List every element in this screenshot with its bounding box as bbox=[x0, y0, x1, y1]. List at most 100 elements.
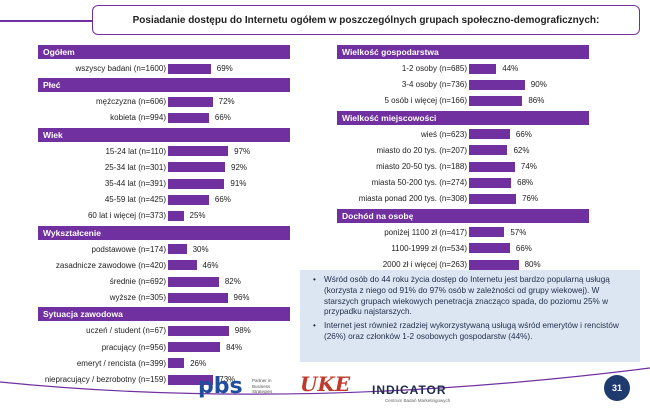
value-label: 73% bbox=[219, 375, 236, 384]
page-number: 31 bbox=[611, 383, 622, 393]
bar bbox=[168, 63, 211, 74]
category-label: miasta 50-200 tys. (n=274) bbox=[371, 178, 467, 188]
category-label: 1100-1999 zł (n=534) bbox=[391, 243, 467, 253]
value-label: 62% bbox=[513, 145, 530, 155]
bar bbox=[168, 194, 209, 205]
notes-box: Wśród osób do 44 roku życia dostęp do In… bbox=[300, 270, 640, 362]
value-label: 74% bbox=[520, 162, 537, 171]
value-label: 82% bbox=[224, 277, 241, 286]
note-item: Internet jest również rzadziej wykorzyst… bbox=[313, 321, 632, 343]
section-header: Wykształcenie bbox=[38, 225, 290, 240]
bar bbox=[168, 260, 197, 271]
bar bbox=[469, 193, 517, 204]
indicator-logo-subtitle: Centrum Badań Marketingowych bbox=[385, 398, 451, 403]
category-label: 3-4 osoby (n=736) bbox=[401, 80, 467, 90]
value-label: 57% bbox=[510, 227, 527, 237]
pbs-logo-subtitle: Partner in Business Strategies bbox=[252, 378, 273, 394]
category-label: miasta ponad 200 tys. (n=308) bbox=[358, 194, 467, 204]
category-label: 2000 zł i więcej (n=263) bbox=[382, 260, 467, 269]
section-header: Wielkość gospodarstwa bbox=[337, 45, 589, 59]
value-label: 25% bbox=[189, 211, 206, 221]
value-label: 46% bbox=[202, 260, 219, 270]
value-label: 86% bbox=[528, 96, 545, 106]
category-label: kobieta (n=994) bbox=[110, 113, 166, 123]
footer-curve bbox=[0, 367, 650, 395]
bar bbox=[168, 244, 187, 255]
value-label: 68% bbox=[517, 178, 534, 188]
value-label: 97% bbox=[234, 146, 251, 156]
category-label: 1-2 osoby (n=685) bbox=[401, 64, 467, 73]
bar bbox=[168, 276, 219, 287]
category-label: miasto 20-50 tys. (n=188) bbox=[376, 162, 467, 171]
category-label: emeryt / rencista (n=399) bbox=[76, 358, 166, 368]
bar bbox=[168, 358, 185, 369]
bar bbox=[469, 95, 523, 106]
value-label: 30% bbox=[192, 244, 209, 254]
section-header: Wielkość miejscowości bbox=[337, 110, 589, 125]
value-label: 66% bbox=[515, 243, 532, 253]
bar bbox=[168, 342, 221, 353]
section-header: Ogółem bbox=[38, 45, 290, 59]
value-label: 98% bbox=[234, 326, 251, 336]
category-label: zasadnicze zawodowe (n=420) bbox=[55, 260, 166, 270]
category-label: uczeń / student (n=67) bbox=[86, 326, 166, 336]
page-title: Posiadanie dostępu do Internetu ogółem w… bbox=[92, 5, 640, 35]
bar bbox=[168, 146, 229, 157]
category-label: poniżej 1100 zł (n=417) bbox=[384, 227, 467, 237]
category-label: wieś (n=623) bbox=[420, 129, 467, 139]
category-label: mężczyzna (n=606) bbox=[95, 97, 166, 107]
value-label: 90% bbox=[530, 80, 547, 90]
bar bbox=[168, 178, 225, 189]
category-label: miasto do 20 tys. (n=207) bbox=[376, 145, 468, 155]
value-label: 66% bbox=[214, 195, 231, 205]
category-label: niepracujący / bezrobotny (n=159) bbox=[44, 375, 166, 384]
category-label: 25-34 lat (n=301) bbox=[104, 162, 166, 172]
page-title-text: Posiadanie dostępu do Internetu ogółem w… bbox=[132, 14, 600, 26]
section-header: Sytuacja zawodowa bbox=[38, 307, 290, 322]
title-accent-line bbox=[0, 20, 92, 22]
bar bbox=[168, 112, 209, 123]
value-label: 26% bbox=[190, 358, 207, 368]
category-label: wszyscy badani (n=1600) bbox=[75, 64, 167, 73]
value-label: 69% bbox=[216, 64, 233, 73]
value-label: 80% bbox=[524, 260, 541, 269]
value-label: 76% bbox=[522, 194, 539, 204]
value-label: 84% bbox=[226, 342, 243, 352]
bar bbox=[469, 79, 525, 90]
bar bbox=[469, 177, 512, 188]
bar bbox=[469, 129, 510, 140]
category-label: pracujący (n=956) bbox=[101, 342, 166, 352]
value-label: 91% bbox=[230, 179, 247, 188]
value-label: 66% bbox=[214, 113, 231, 123]
note-item: Wśród osób do 44 roku życia dostęp do In… bbox=[313, 275, 632, 318]
category-label: średnie (n=692) bbox=[109, 277, 166, 286]
bar bbox=[168, 292, 228, 303]
category-label: 15-24 lat (n=110) bbox=[105, 146, 166, 156]
category-label: 5 osób i więcej (n=166) bbox=[384, 96, 468, 106]
bar bbox=[469, 243, 510, 254]
category-label: wyższe (n=305) bbox=[109, 293, 166, 303]
bar bbox=[168, 374, 214, 385]
bar bbox=[168, 162, 226, 173]
bar bbox=[168, 325, 229, 336]
value-label: 96% bbox=[233, 293, 250, 303]
page-number-badge: 31 bbox=[604, 375, 630, 401]
uke-logo: UKE bbox=[300, 372, 351, 396]
bar bbox=[469, 145, 508, 156]
pbs-logo: pbs bbox=[198, 374, 243, 399]
section-header: Wiek bbox=[38, 127, 290, 142]
bar bbox=[469, 259, 519, 270]
bar bbox=[469, 227, 505, 238]
section-header: Płeć bbox=[38, 78, 290, 93]
indicator-logo: INDICATOR bbox=[372, 383, 447, 397]
value-label: 44% bbox=[502, 64, 519, 73]
category-label: 60 lat i więcej (n=373) bbox=[87, 211, 166, 221]
value-label: 72% bbox=[218, 97, 235, 107]
section-header: Dochód na osobę bbox=[337, 208, 589, 223]
bar bbox=[168, 210, 184, 221]
value-label: 92% bbox=[231, 162, 248, 172]
category-label: podstawowe (n=174) bbox=[91, 244, 167, 254]
category-label: 45-59 lat (n=425) bbox=[104, 195, 166, 205]
bar bbox=[469, 63, 497, 74]
bar bbox=[168, 96, 213, 107]
